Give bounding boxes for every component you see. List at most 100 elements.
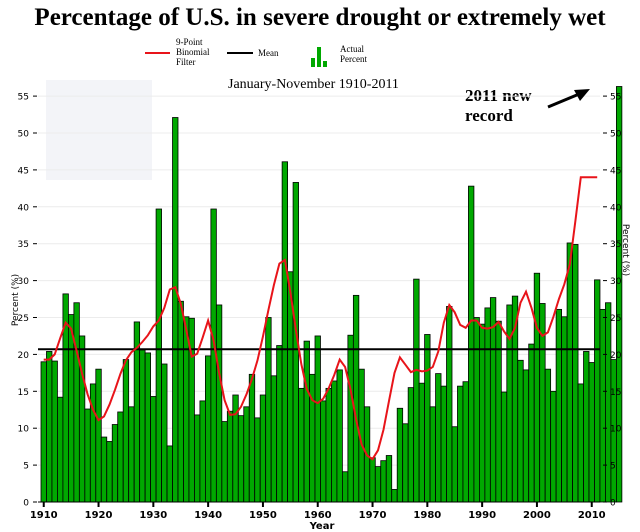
bar	[243, 406, 250, 503]
y-tick-label-right: 15	[610, 388, 621, 398]
bar	[599, 308, 606, 503]
y-tick-label-left: 35	[18, 240, 29, 250]
bar	[84, 408, 91, 503]
bar	[51, 360, 58, 503]
bar	[446, 306, 453, 503]
annotation-line-1: 2011 new	[465, 86, 532, 105]
annotation-line-2: record	[465, 106, 513, 125]
x-tick-label: 1950	[249, 510, 277, 521]
y-tick-label-right: 40	[610, 203, 622, 213]
bar	[583, 351, 590, 503]
bar	[566, 242, 573, 503]
bar	[183, 316, 190, 503]
bar	[380, 460, 387, 503]
bar	[517, 359, 524, 503]
x-tick-label: 1960	[304, 510, 332, 521]
y-tick-label-right: 0	[610, 499, 616, 509]
legend-actual-swatch-bar	[323, 61, 327, 67]
bar	[413, 278, 420, 503]
bar	[555, 308, 562, 503]
bar	[385, 455, 393, 503]
bar	[172, 117, 179, 503]
bar	[435, 373, 442, 503]
bar	[577, 383, 584, 503]
y-axis-label-left: Percent (%)	[11, 274, 21, 326]
bar	[500, 391, 508, 503]
x-tick-label: 2010	[578, 510, 606, 521]
annotation-arrow	[547, 89, 590, 109]
bar	[194, 414, 201, 503]
bar	[270, 375, 278, 503]
chart-title: Percentage of U.S. in severe drought or …	[34, 4, 606, 31]
y-tick-label-left: 15	[18, 388, 29, 398]
bar	[204, 355, 212, 503]
legend-actual-line-2: Percent	[340, 54, 367, 64]
legend-filter-label: 9-Point Binomial Filter	[176, 37, 210, 67]
filter-line	[43, 176, 598, 461]
bar	[522, 369, 530, 503]
lines	[38, 176, 600, 461]
bar	[588, 362, 595, 503]
y-tick-label-left: 0	[23, 499, 29, 509]
legend-filter-line-2: Binomial	[176, 47, 210, 57]
bar	[440, 385, 447, 503]
bar	[402, 423, 409, 503]
y-tick-label-left: 5	[23, 462, 29, 472]
chart-subtitle: January-November 1910-2011	[228, 77, 399, 92]
bar	[78, 335, 86, 503]
bar	[331, 380, 338, 503]
x-tick-label: 2000	[523, 510, 551, 521]
bar	[473, 317, 480, 503]
record-annotation: 2011 new record	[465, 86, 532, 126]
bar	[139, 349, 146, 503]
legend-filter-line-3: Filter	[176, 57, 196, 67]
bar	[407, 387, 415, 503]
bar	[177, 300, 184, 503]
y-tick-label-left: 45	[18, 166, 29, 176]
y-tick-label-right: 30	[610, 277, 622, 287]
bar	[215, 304, 223, 503]
y-tick-label-left: 50	[18, 130, 30, 140]
bar	[594, 279, 601, 503]
bar	[457, 385, 464, 503]
bar	[298, 387, 305, 503]
legend-marks	[145, 47, 327, 67]
bar	[347, 334, 354, 503]
y-tick-label-right: 5	[610, 462, 616, 472]
bar	[325, 387, 332, 503]
legend-actual-line-1: Actual	[340, 44, 364, 54]
y-tick-label-left: 10	[18, 425, 30, 435]
y-tick-label-right: 10	[610, 425, 622, 435]
bar	[418, 382, 425, 503]
legend-actual-label: Actual Percent	[340, 44, 367, 64]
bar	[605, 302, 612, 503]
bar	[374, 466, 382, 503]
x-tick-label: 1940	[194, 510, 222, 521]
bar	[314, 335, 321, 503]
x-tick-label: 1990	[468, 510, 496, 521]
bar	[57, 396, 64, 503]
bar	[122, 359, 130, 503]
noaa-logo-watermark	[46, 80, 152, 180]
bar	[320, 400, 327, 503]
legend-mean-label: Mean	[258, 48, 279, 58]
bar	[424, 334, 431, 503]
x-tick-label: 1910	[30, 510, 58, 521]
legend-actual-swatch-bar	[311, 58, 315, 67]
y-tick-label-right: 50	[610, 130, 622, 140]
bar	[100, 436, 108, 503]
y-tick-label-right: 25	[610, 314, 621, 324]
bar	[478, 323, 486, 503]
x-axis-label: Year	[309, 521, 335, 532]
y-tick-label-right: 20	[610, 351, 622, 361]
bar	[237, 415, 245, 503]
bar	[369, 457, 376, 503]
bar	[561, 316, 568, 503]
bar	[341, 471, 349, 503]
bar	[462, 381, 469, 503]
bar	[161, 363, 168, 503]
y-tick-label-left: 30	[18, 277, 30, 287]
bar	[73, 302, 80, 503]
